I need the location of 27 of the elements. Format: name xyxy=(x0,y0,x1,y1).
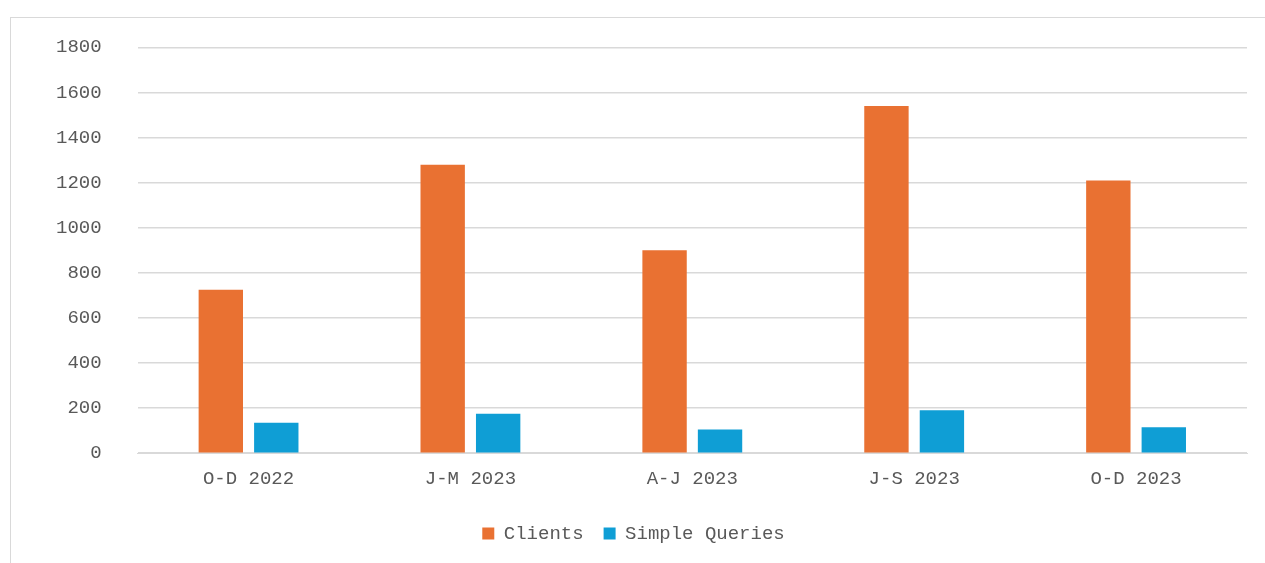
x-tick-label: O-D 2022 xyxy=(202,467,295,490)
bar xyxy=(254,422,299,453)
x-tick-label: A-J 2023 xyxy=(646,467,738,490)
y-tick-label: 1800 xyxy=(56,36,102,59)
bar xyxy=(864,106,909,453)
x-tick-label: O-D 2023 xyxy=(1090,467,1182,490)
bar xyxy=(198,289,243,453)
y-tick-label: 1600 xyxy=(56,81,102,104)
y-tick-label: 1000 xyxy=(56,216,102,239)
bar xyxy=(475,413,521,453)
y-tick-label: 400 xyxy=(67,352,102,375)
y-tick-label: 1200 xyxy=(56,171,102,194)
y-tick-label: 0 xyxy=(90,442,102,465)
y-tick-label: 800 xyxy=(67,261,102,284)
bar xyxy=(697,429,743,453)
legend-label: Simple Queries xyxy=(625,522,785,545)
x-tick-label: J-S 2023 xyxy=(868,467,960,490)
x-tick-label: J-M 2023 xyxy=(424,467,517,490)
bar xyxy=(919,410,965,453)
bar xyxy=(642,250,687,453)
bar xyxy=(1086,180,1131,453)
y-tick-label: 600 xyxy=(67,306,102,329)
bar xyxy=(420,164,465,453)
legend-label: Clients xyxy=(503,522,584,545)
y-tick-label: 1400 xyxy=(56,126,102,149)
y-tick-label: 200 xyxy=(67,397,102,420)
bar xyxy=(1141,427,1186,453)
